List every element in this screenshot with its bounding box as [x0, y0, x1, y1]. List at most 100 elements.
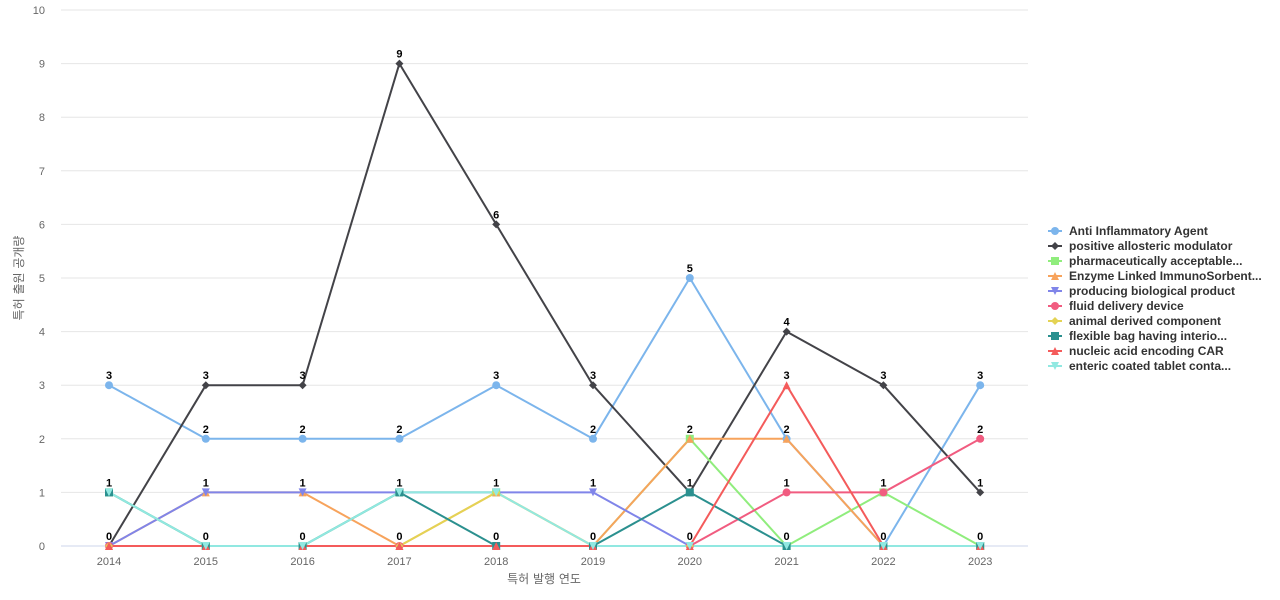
data-label: 1 [396, 477, 402, 489]
data-point [298, 381, 307, 390]
data-point [879, 542, 888, 550]
data-point [879, 488, 888, 497]
data-label: 2 [977, 424, 983, 436]
y-tick-label: 8 [39, 112, 45, 124]
x-tick-label: 2023 [968, 556, 992, 568]
data-point [589, 434, 597, 443]
data-label: 6 [493, 209, 499, 221]
data-label: 1 [784, 477, 790, 489]
legend-label: nucleic acid encoding CAR [1069, 344, 1224, 358]
data-label: 3 [300, 370, 306, 382]
legend-item[interactable]: Enzyme Linked ImmunoSorbent... [1048, 269, 1262, 283]
data-label: 3 [493, 370, 499, 382]
legend-label: flexible bag having interio... [1069, 329, 1227, 343]
series-line [108, 491, 982, 547]
data-point [685, 274, 694, 282]
data-label: 3 [784, 370, 790, 382]
data-point [589, 488, 597, 497]
data-label: 2 [784, 424, 790, 436]
data-point [492, 220, 501, 229]
legend-item[interactable]: Anti Inflammatory Agent [1048, 224, 1208, 238]
data-label: 3 [590, 370, 596, 382]
legend-item[interactable]: pharmaceutically acceptable... [1048, 254, 1242, 268]
data-point [105, 542, 113, 550]
x-axis-ticks: 2014 2015 2016 2017 2018 2019 2020 2021 2022 2023 [97, 556, 993, 568]
legend-label: fluid delivery device [1069, 299, 1184, 313]
data-point [782, 381, 791, 390]
series-line [108, 384, 982, 547]
x-tick-label: 2022 [871, 556, 895, 568]
series-markers [105, 59, 985, 550]
legend-label: Anti Inflammatory Agent [1069, 224, 1208, 238]
data-point [395, 434, 404, 443]
y-tick-label: 1 [39, 487, 45, 499]
y-tick-label: 5 [39, 273, 45, 285]
data-point [492, 488, 501, 497]
data-label: 2 [203, 424, 209, 436]
legend-marker [1051, 272, 1059, 280]
legend-item[interactable]: animal derived component [1048, 314, 1221, 328]
legend-item[interactable]: positive allosteric modulator [1048, 239, 1233, 253]
legend-marker [1051, 242, 1059, 250]
data-point [201, 434, 210, 443]
x-tick-label: 2017 [387, 556, 411, 568]
data-label: 1 [880, 477, 886, 489]
data-label: 0 [203, 531, 209, 543]
grid-lines [61, 9, 1028, 547]
data-label: 3 [880, 370, 886, 382]
data-point [879, 381, 888, 390]
data-point [685, 434, 694, 443]
series-line [108, 62, 982, 547]
legend-item[interactable]: producing biological product [1048, 284, 1235, 298]
y-tick-label: 3 [39, 380, 45, 392]
data-label: 1 [300, 477, 306, 489]
data-point [105, 381, 113, 390]
data-point [589, 381, 597, 390]
data-label: 9 [396, 49, 402, 61]
legend-marker [1051, 257, 1059, 265]
legend-marker [1051, 347, 1059, 355]
x-axis-title: 특허 발행 연도 [507, 571, 581, 586]
data-label: 2 [687, 424, 693, 436]
data-point [395, 59, 404, 68]
legend-label: producing biological product [1069, 284, 1235, 298]
x-tick-label: 2021 [774, 556, 798, 568]
data-point [201, 542, 210, 550]
data-point [782, 327, 791, 336]
data-labels: 3 1 0 3 2 1 0 3 2 1 0 9 2 1 0 6 3 1 0 3 2 1 0 5 2 1 0 4 3 2 1 0 3 1 0 3 2 1 0 [106, 49, 983, 543]
data-label: 0 [977, 531, 983, 543]
data-label: 0 [493, 531, 499, 543]
x-tick-label: 2018 [484, 556, 508, 568]
x-tick-label: 2015 [194, 556, 218, 568]
data-point [782, 542, 791, 550]
data-label: 2 [300, 424, 306, 436]
data-point [395, 542, 404, 550]
y-tick-label: 2 [39, 434, 45, 446]
data-label: 2 [396, 424, 402, 436]
legend-item[interactable]: nucleic acid encoding CAR [1048, 344, 1224, 358]
data-point [201, 488, 210, 497]
data-label: 0 [300, 531, 306, 543]
data-label: 3 [977, 370, 983, 382]
y-tick-label: 10 [33, 5, 45, 17]
legend-item[interactable]: fluid delivery device [1048, 299, 1184, 313]
legend-label: Enzyme Linked ImmunoSorbent... [1069, 269, 1262, 283]
series-lines [108, 62, 982, 547]
data-point [298, 434, 307, 443]
legend-item[interactable]: enteric coated tablet conta... [1048, 359, 1231, 373]
data-point [492, 381, 501, 390]
data-label: 1 [590, 477, 596, 489]
data-point [685, 488, 694, 497]
legend-marker [1051, 302, 1059, 310]
data-label: 0 [880, 531, 886, 543]
legend-marker [1051, 227, 1059, 235]
y-tick-label: 0 [39, 541, 45, 553]
y-axis-title: 특허 출원 공개량 [12, 236, 26, 321]
data-point [201, 381, 210, 390]
legend-item[interactable]: flexible bag having interio... [1048, 329, 1227, 343]
y-tick-label: 4 [39, 327, 45, 339]
data-label: 0 [784, 531, 790, 543]
x-tick-label: 2016 [290, 556, 314, 568]
data-point [976, 381, 985, 390]
